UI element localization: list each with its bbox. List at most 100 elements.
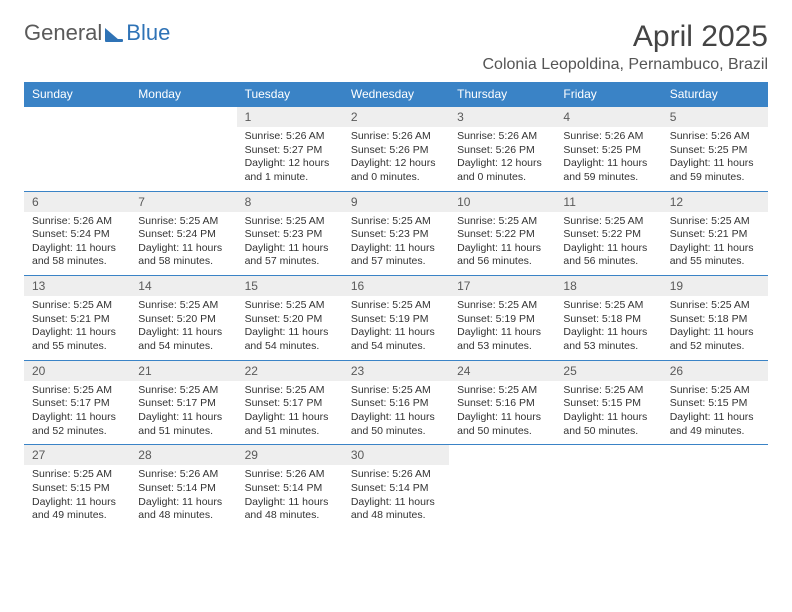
calendar-day-cell: 16Sunrise: 5:25 AMSunset: 5:19 PMDayligh… <box>343 276 449 361</box>
brand-logo: General Blue <box>24 20 170 46</box>
calendar-day-cell: 1Sunrise: 5:26 AMSunset: 5:27 PMDaylight… <box>237 107 343 192</box>
day-details: Sunrise: 5:26 AMSunset: 5:25 PMDaylight:… <box>555 127 661 191</box>
calendar-week-row: 6Sunrise: 5:26 AMSunset: 5:24 PMDaylight… <box>24 191 768 276</box>
calendar-day-cell: 14Sunrise: 5:25 AMSunset: 5:20 PMDayligh… <box>130 276 236 361</box>
month-year-title: April 2025 <box>482 20 768 54</box>
calendar-day-cell: 11Sunrise: 5:25 AMSunset: 5:22 PMDayligh… <box>555 191 661 276</box>
day-number: 4 <box>555 107 661 127</box>
day-number: 6 <box>24 192 130 212</box>
calendar-day-cell: 18Sunrise: 5:25 AMSunset: 5:18 PMDayligh… <box>555 276 661 361</box>
day-details: Sunrise: 5:25 AMSunset: 5:24 PMDaylight:… <box>130 212 236 276</box>
calendar-week-row: ....1Sunrise: 5:26 AMSunset: 5:27 PMDayl… <box>24 107 768 192</box>
calendar-day-cell: 9Sunrise: 5:25 AMSunset: 5:23 PMDaylight… <box>343 191 449 276</box>
day-details: Sunrise: 5:25 AMSunset: 5:20 PMDaylight:… <box>130 296 236 360</box>
day-details: Sunrise: 5:25 AMSunset: 5:15 PMDaylight:… <box>662 381 768 445</box>
day-details: Sunrise: 5:25 AMSunset: 5:21 PMDaylight:… <box>24 296 130 360</box>
day-number: 29 <box>237 445 343 465</box>
day-header: Saturday <box>662 82 768 107</box>
day-number: 24 <box>449 361 555 381</box>
calendar-day-cell: 2Sunrise: 5:26 AMSunset: 5:26 PMDaylight… <box>343 107 449 192</box>
calendar-day-cell: 7Sunrise: 5:25 AMSunset: 5:24 PMDaylight… <box>130 191 236 276</box>
day-number: 28 <box>130 445 236 465</box>
calendar-day-cell: 6Sunrise: 5:26 AMSunset: 5:24 PMDaylight… <box>24 191 130 276</box>
calendar-day-cell: 30Sunrise: 5:26 AMSunset: 5:14 PMDayligh… <box>343 445 449 529</box>
day-details: Sunrise: 5:25 AMSunset: 5:20 PMDaylight:… <box>237 296 343 360</box>
calendar-day-cell: .. <box>24 107 130 192</box>
calendar-week-row: 13Sunrise: 5:25 AMSunset: 5:21 PMDayligh… <box>24 276 768 361</box>
day-details: Sunrise: 5:26 AMSunset: 5:27 PMDaylight:… <box>237 127 343 191</box>
calendar-day-cell: 25Sunrise: 5:25 AMSunset: 5:15 PMDayligh… <box>555 360 661 445</box>
calendar-day-cell: 5Sunrise: 5:26 AMSunset: 5:25 PMDaylight… <box>662 107 768 192</box>
day-header: Wednesday <box>343 82 449 107</box>
day-details: Sunrise: 5:26 AMSunset: 5:14 PMDaylight:… <box>130 465 236 529</box>
location-subtitle: Colonia Leopoldina, Pernambuco, Brazil <box>482 56 768 74</box>
day-header: Friday <box>555 82 661 107</box>
calendar-day-cell: 10Sunrise: 5:25 AMSunset: 5:22 PMDayligh… <box>449 191 555 276</box>
calendar-day-cell: 22Sunrise: 5:25 AMSunset: 5:17 PMDayligh… <box>237 360 343 445</box>
calendar-day-cell: .. <box>662 445 768 529</box>
calendar-week-row: 27Sunrise: 5:25 AMSunset: 5:15 PMDayligh… <box>24 445 768 529</box>
day-number: 8 <box>237 192 343 212</box>
calendar-day-cell: 3Sunrise: 5:26 AMSunset: 5:26 PMDaylight… <box>449 107 555 192</box>
day-details: Sunrise: 5:25 AMSunset: 5:23 PMDaylight:… <box>343 212 449 276</box>
calendar-day-cell: 4Sunrise: 5:26 AMSunset: 5:25 PMDaylight… <box>555 107 661 192</box>
day-number: 15 <box>237 276 343 296</box>
sunrise-calendar-page: General Blue April 2025 Colonia Leopoldin… <box>0 0 792 549</box>
day-details: Sunrise: 5:25 AMSunset: 5:17 PMDaylight:… <box>237 381 343 445</box>
day-number: 21 <box>130 361 236 381</box>
day-details: Sunrise: 5:25 AMSunset: 5:18 PMDaylight:… <box>555 296 661 360</box>
day-details: Sunrise: 5:25 AMSunset: 5:19 PMDaylight:… <box>343 296 449 360</box>
calendar-day-cell: 28Sunrise: 5:26 AMSunset: 5:14 PMDayligh… <box>130 445 236 529</box>
calendar-day-cell: .. <box>130 107 236 192</box>
calendar-head: SundayMondayTuesdayWednesdayThursdayFrid… <box>24 82 768 107</box>
day-number: 5 <box>662 107 768 127</box>
calendar-day-cell: .. <box>449 445 555 529</box>
day-number: 10 <box>449 192 555 212</box>
calendar-day-cell: 20Sunrise: 5:25 AMSunset: 5:17 PMDayligh… <box>24 360 130 445</box>
calendar-day-cell: 27Sunrise: 5:25 AMSunset: 5:15 PMDayligh… <box>24 445 130 529</box>
day-details: Sunrise: 5:26 AMSunset: 5:24 PMDaylight:… <box>24 212 130 276</box>
day-number: 17 <box>449 276 555 296</box>
calendar-day-cell: 15Sunrise: 5:25 AMSunset: 5:20 PMDayligh… <box>237 276 343 361</box>
day-details: Sunrise: 5:26 AMSunset: 5:26 PMDaylight:… <box>449 127 555 191</box>
day-number: 11 <box>555 192 661 212</box>
day-details: Sunrise: 5:25 AMSunset: 5:17 PMDaylight:… <box>24 381 130 445</box>
calendar-day-cell: 26Sunrise: 5:25 AMSunset: 5:15 PMDayligh… <box>662 360 768 445</box>
brand-part2: Blue <box>126 20 170 46</box>
page-header: General Blue April 2025 Colonia Leopoldin… <box>24 20 768 74</box>
day-details: Sunrise: 5:25 AMSunset: 5:22 PMDaylight:… <box>555 212 661 276</box>
brand-part1: General <box>24 20 102 46</box>
day-number: 25 <box>555 361 661 381</box>
day-number: 16 <box>343 276 449 296</box>
day-details: Sunrise: 5:25 AMSunset: 5:17 PMDaylight:… <box>130 381 236 445</box>
day-details: Sunrise: 5:25 AMSunset: 5:16 PMDaylight:… <box>449 381 555 445</box>
calendar-day-cell: 23Sunrise: 5:25 AMSunset: 5:16 PMDayligh… <box>343 360 449 445</box>
day-details: Sunrise: 5:25 AMSunset: 5:21 PMDaylight:… <box>662 212 768 276</box>
day-details: Sunrise: 5:26 AMSunset: 5:14 PMDaylight:… <box>237 465 343 529</box>
calendar-day-cell: 13Sunrise: 5:25 AMSunset: 5:21 PMDayligh… <box>24 276 130 361</box>
day-header: Sunday <box>24 82 130 107</box>
calendar-table: SundayMondayTuesdayWednesdayThursdayFrid… <box>24 82 768 529</box>
calendar-body: ....1Sunrise: 5:26 AMSunset: 5:27 PMDayl… <box>24 107 768 529</box>
day-details: Sunrise: 5:25 AMSunset: 5:15 PMDaylight:… <box>24 465 130 529</box>
calendar-day-cell: 8Sunrise: 5:25 AMSunset: 5:23 PMDaylight… <box>237 191 343 276</box>
day-header: Thursday <box>449 82 555 107</box>
day-details: Sunrise: 5:26 AMSunset: 5:14 PMDaylight:… <box>343 465 449 529</box>
day-number: 2 <box>343 107 449 127</box>
day-number: 14 <box>130 276 236 296</box>
day-number: 19 <box>662 276 768 296</box>
calendar-day-cell: 24Sunrise: 5:25 AMSunset: 5:16 PMDayligh… <box>449 360 555 445</box>
day-number: 9 <box>343 192 449 212</box>
day-number: 13 <box>24 276 130 296</box>
day-details: Sunrise: 5:26 AMSunset: 5:25 PMDaylight:… <box>662 127 768 191</box>
day-details: Sunrise: 5:25 AMSunset: 5:22 PMDaylight:… <box>449 212 555 276</box>
calendar-day-cell: 21Sunrise: 5:25 AMSunset: 5:17 PMDayligh… <box>130 360 236 445</box>
calendar-day-cell: .. <box>555 445 661 529</box>
calendar-day-cell: 17Sunrise: 5:25 AMSunset: 5:19 PMDayligh… <box>449 276 555 361</box>
day-number: 1 <box>237 107 343 127</box>
day-details: Sunrise: 5:25 AMSunset: 5:23 PMDaylight:… <box>237 212 343 276</box>
day-number: 22 <box>237 361 343 381</box>
day-number: 12 <box>662 192 768 212</box>
day-number: 7 <box>130 192 236 212</box>
day-number: 20 <box>24 361 130 381</box>
